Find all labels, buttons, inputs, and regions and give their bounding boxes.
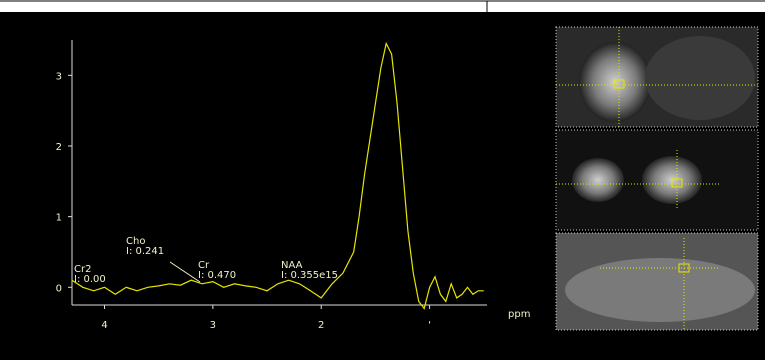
- voxel: [678, 263, 690, 273]
- voxel: [613, 79, 625, 89]
- mri-views: [555, 26, 759, 331]
- x-tick-label: 2: [318, 320, 324, 331]
- peak-annotation: I: 0.355e15: [281, 270, 338, 281]
- view-tissue: [579, 42, 651, 122]
- view-tissue: [572, 158, 624, 202]
- peak-annotation: Cr: [198, 260, 210, 271]
- peak-annotation: I: 0.470: [198, 270, 236, 281]
- y-tick-label: 0: [56, 283, 62, 294]
- x-tick-label: 3: [210, 320, 216, 331]
- x-tick-label: ': [428, 320, 431, 331]
- peak-annotation: Cho: [126, 236, 145, 247]
- y-tick-label: 2: [56, 142, 62, 153]
- peak-annotation: NAA: [281, 260, 303, 271]
- peak-annotation: I: 0.00: [74, 274, 106, 285]
- x-axis-label: ppm: [508, 309, 530, 320]
- view-tissue: [645, 36, 755, 120]
- peak-annotation: I: 0.241: [126, 246, 164, 257]
- y-tick-label: 3: [56, 71, 62, 82]
- voxel: [671, 178, 683, 188]
- y-tick-label: 1: [56, 213, 62, 224]
- peak-annotation: Cr2: [74, 264, 91, 275]
- top-bar: [0, 0, 765, 12]
- view-tissue: [565, 258, 755, 322]
- annotation-arrow: [169, 261, 201, 283]
- x-tick-label: 4: [101, 320, 107, 331]
- spectrum: [71, 41, 484, 310]
